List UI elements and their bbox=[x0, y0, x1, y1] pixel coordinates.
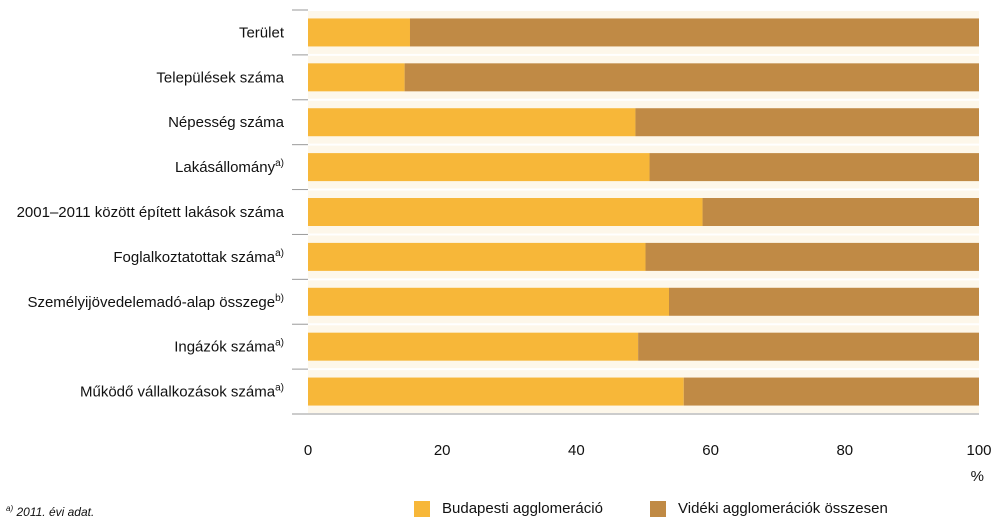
category-label: Népesség száma bbox=[168, 114, 285, 131]
x-tick-label: 20 bbox=[434, 442, 451, 459]
bar-budapest bbox=[308, 242, 646, 271]
x-tick-label: 100 bbox=[966, 442, 991, 459]
legend-label-videki: Vidéki agglomerációk összesen bbox=[678, 500, 888, 517]
legend-label-budapest: Budapesti agglomeráció bbox=[442, 500, 603, 517]
bar-videki bbox=[404, 63, 979, 92]
bar-budapest bbox=[308, 198, 703, 226]
legend-item-budapest: Budapesti agglomeráció bbox=[414, 500, 603, 517]
legend-swatch-videki bbox=[650, 500, 666, 517]
bar-videki bbox=[635, 108, 979, 137]
x-tick-label: 60 bbox=[702, 442, 719, 459]
category-label: Ingázók számaa) bbox=[174, 338, 284, 356]
legend-item-videki: Vidéki agglomerációk összesen bbox=[650, 500, 888, 517]
bar-videki bbox=[645, 242, 979, 271]
footnote-marker: a) bbox=[6, 504, 14, 513]
bar-budapest bbox=[308, 287, 669, 316]
x-tick-label: 0 bbox=[304, 442, 312, 459]
category-label: Működő vállalkozások számaa) bbox=[80, 383, 284, 401]
category-label: Személyijövedelemadó-alap összegeb) bbox=[27, 293, 284, 311]
bar-budapest bbox=[308, 108, 636, 137]
category-label: 2001–2011 között épített lakások száma bbox=[17, 204, 285, 221]
bar-budapest bbox=[308, 153, 650, 182]
bar-videki bbox=[649, 153, 979, 182]
category-label: Lakásállománya) bbox=[175, 158, 284, 176]
bar-budapest bbox=[308, 18, 410, 47]
category-label: Foglalkoztatottak számaa) bbox=[113, 248, 284, 266]
bar-videki bbox=[683, 377, 979, 406]
bar-videki bbox=[702, 198, 979, 226]
category-label: Terület bbox=[239, 24, 285, 41]
category-label: Települések száma bbox=[156, 69, 284, 86]
bar-videki bbox=[668, 287, 979, 316]
x-unit-label: % bbox=[971, 468, 984, 485]
x-tick-label: 80 bbox=[836, 442, 853, 459]
footnote-text: 2011. évi adat. bbox=[16, 505, 95, 519]
bar-budapest bbox=[308, 332, 639, 361]
x-tick-label: 40 bbox=[568, 442, 585, 459]
footnote: a) 2011. évi adat. bbox=[6, 504, 94, 519]
legend-swatch-budapest bbox=[414, 500, 430, 517]
bar-budapest bbox=[308, 377, 684, 406]
bar-budapest bbox=[308, 63, 405, 92]
bar-videki bbox=[638, 332, 979, 361]
bar-videki bbox=[409, 18, 979, 47]
